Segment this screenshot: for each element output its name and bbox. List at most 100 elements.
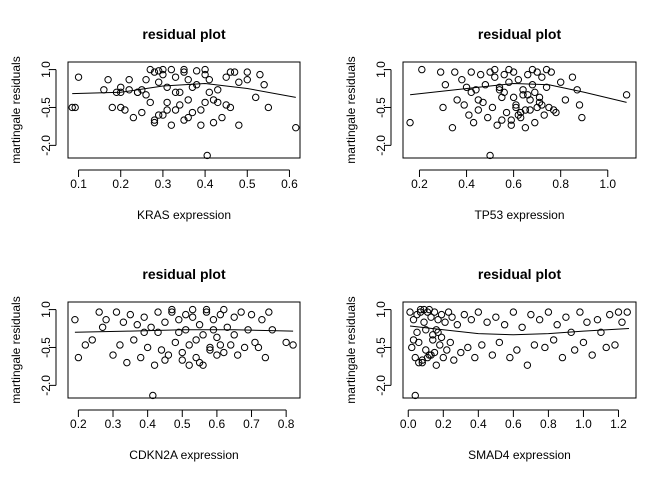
data-point xyxy=(167,121,176,129)
data-point xyxy=(175,328,183,337)
data-point xyxy=(429,336,437,344)
data-point xyxy=(268,326,276,334)
data-point xyxy=(137,353,145,362)
data-point xyxy=(130,336,138,344)
panel-2: residual plot 0.2 0.4 0.6 0.8 1.0 -2.0 -0.5 1.0 T… xyxy=(344,26,637,222)
data-point xyxy=(133,88,142,97)
panel-title: residual plot xyxy=(478,266,562,282)
data-point xyxy=(154,67,163,75)
data-point xyxy=(538,73,546,81)
data-point xyxy=(448,123,457,132)
data-point xyxy=(528,81,537,89)
data-point xyxy=(514,111,523,119)
data-point xyxy=(146,65,154,74)
data-point xyxy=(188,305,197,314)
data-point xyxy=(142,91,150,99)
data-point xyxy=(143,343,152,352)
data-point xyxy=(226,103,235,112)
data-point xyxy=(528,65,537,74)
y-tick-label: -0.5 xyxy=(374,337,388,358)
y-axis-label: martingale residuals xyxy=(344,296,358,403)
data-point xyxy=(247,310,256,319)
data-point xyxy=(562,313,570,321)
data-point xyxy=(471,353,479,362)
data-point xyxy=(467,68,475,76)
data-point xyxy=(460,101,468,109)
data-point xyxy=(214,86,222,94)
data-point xyxy=(460,310,469,319)
data-point xyxy=(434,315,442,324)
data-point xyxy=(425,305,433,314)
data-point xyxy=(163,98,171,107)
data-point xyxy=(261,353,270,362)
y-axis-label: martingale residuals xyxy=(9,296,23,403)
data-point xyxy=(167,65,176,74)
x-tick-label: 0.5 xyxy=(174,417,191,431)
data-point xyxy=(526,106,534,114)
data-point xyxy=(108,103,116,112)
data-point xyxy=(623,308,631,316)
data-point xyxy=(542,83,551,91)
data-point xyxy=(251,338,259,347)
data-point xyxy=(441,81,450,89)
panel-title: residual plot xyxy=(142,26,226,42)
data-point xyxy=(622,91,631,99)
data-point xyxy=(509,93,518,102)
data-point xyxy=(420,305,428,314)
data-point xyxy=(176,101,184,109)
data-point xyxy=(192,336,200,344)
data-point xyxy=(450,356,458,364)
data-point xyxy=(491,65,499,74)
data-point xyxy=(436,68,445,76)
plot-frame xyxy=(67,61,301,159)
data-point xyxy=(171,73,180,81)
data-point xyxy=(474,308,483,316)
x-tick-label: 0.3 xyxy=(155,177,172,191)
data-point xyxy=(163,106,171,114)
data-point xyxy=(500,70,508,79)
data-point xyxy=(159,65,167,74)
x-tick-label: 0.4 xyxy=(197,177,214,191)
data-point xyxy=(213,351,221,359)
data-point xyxy=(430,348,439,357)
data-point xyxy=(254,343,263,352)
data-point xyxy=(527,310,535,319)
x-tick-label: 0.6 xyxy=(281,177,298,191)
data-point xyxy=(406,308,414,316)
x-axis-label: TP53 expression xyxy=(474,208,564,222)
data-point xyxy=(505,78,513,86)
data-point xyxy=(163,83,171,91)
data-point xyxy=(218,113,226,122)
x-tick-label: 0.6 xyxy=(505,417,522,431)
data-point xyxy=(171,338,180,347)
plot-frame xyxy=(402,301,637,399)
data-point xyxy=(125,86,133,94)
data-point xyxy=(102,315,110,324)
data-point xyxy=(432,361,440,369)
data-point xyxy=(126,310,135,319)
data-point xyxy=(201,98,209,107)
data-point xyxy=(185,341,193,349)
data-point xyxy=(618,318,626,326)
data-point xyxy=(159,111,167,119)
data-point xyxy=(583,318,591,326)
data-point xyxy=(192,67,201,75)
data-point xyxy=(209,118,218,127)
data-point xyxy=(161,356,169,364)
plot-frame xyxy=(402,61,637,159)
data-point xyxy=(201,65,209,74)
data-point xyxy=(474,106,483,114)
data-point xyxy=(256,70,264,79)
data-point xyxy=(95,308,103,316)
data-point xyxy=(512,101,520,109)
data-point xyxy=(235,78,243,86)
data-point xyxy=(282,338,290,347)
data-point xyxy=(570,346,579,354)
data-point xyxy=(292,123,300,132)
data-point xyxy=(418,65,426,74)
x-tick-label: 0.0 xyxy=(400,417,417,431)
x-tick-label: 0.2 xyxy=(411,177,428,191)
data-point xyxy=(553,321,561,329)
data-point xyxy=(81,341,90,349)
